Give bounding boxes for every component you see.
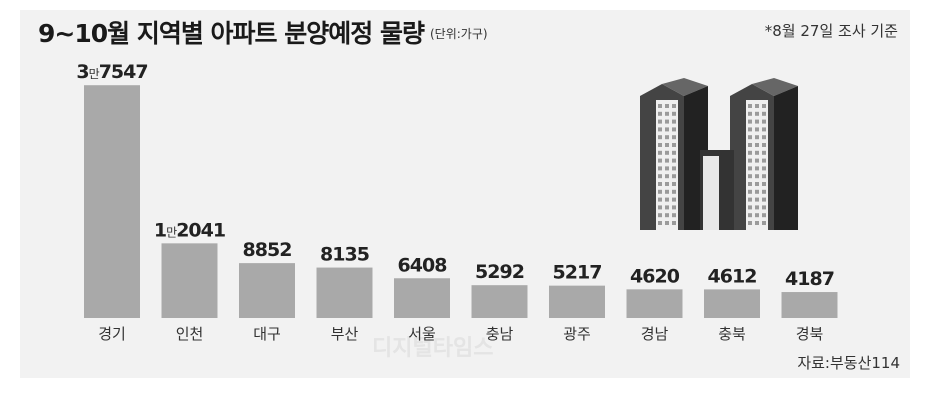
category-label: 충남 xyxy=(486,325,514,343)
bar-충남 xyxy=(471,285,528,318)
category-label: 경남 xyxy=(641,325,669,343)
category-label: 광주 xyxy=(563,325,591,343)
unit-label: (단위:가구) xyxy=(430,27,488,41)
category-label: 경북 xyxy=(796,325,824,343)
value-label: 3만7547 xyxy=(76,61,147,83)
bar-충북 xyxy=(704,289,760,318)
chart-title: 9~10월 지역별 아파트 분양예정 물량 xyxy=(38,19,425,48)
value-label: 5292 xyxy=(475,261,524,283)
value-label: 8135 xyxy=(320,244,369,266)
bar-광주 xyxy=(549,285,605,318)
value-label: 8852 xyxy=(243,239,292,261)
bar-경북 xyxy=(781,292,838,318)
bar-서울 xyxy=(394,278,450,318)
bar-부산 xyxy=(316,267,373,318)
value-label: 6408 xyxy=(398,254,448,276)
survey-date-note: *8월 27일 조사 기준 xyxy=(764,22,898,40)
watermark: 디지털타임스 xyxy=(372,336,494,361)
apartment-buildings-icon xyxy=(640,78,798,230)
value-label: 4620 xyxy=(630,265,680,287)
value-label: 4612 xyxy=(708,265,757,287)
category-label: 경기 xyxy=(98,325,126,343)
category-label: 대구 xyxy=(253,325,281,343)
category-label: 충북 xyxy=(718,325,746,343)
bar-대구 xyxy=(239,263,295,318)
value-label: 4187 xyxy=(785,268,834,290)
bar-경기 xyxy=(84,85,140,318)
category-label: 인천 xyxy=(176,325,204,343)
category-label: 서울 xyxy=(408,325,436,343)
bars-layer: 3만7547 경기 1만2041 인천 8852 대구 8135 부산 6408 서울 5292 충남… xyxy=(76,61,838,343)
category-label: 부산 xyxy=(331,325,359,343)
bar-인천 xyxy=(161,243,218,318)
source-label: 자료:부동산114 xyxy=(797,354,900,372)
value-label: 1만2041 xyxy=(154,219,225,241)
bar-경남 xyxy=(626,289,683,318)
value-label: 5217 xyxy=(553,262,602,284)
